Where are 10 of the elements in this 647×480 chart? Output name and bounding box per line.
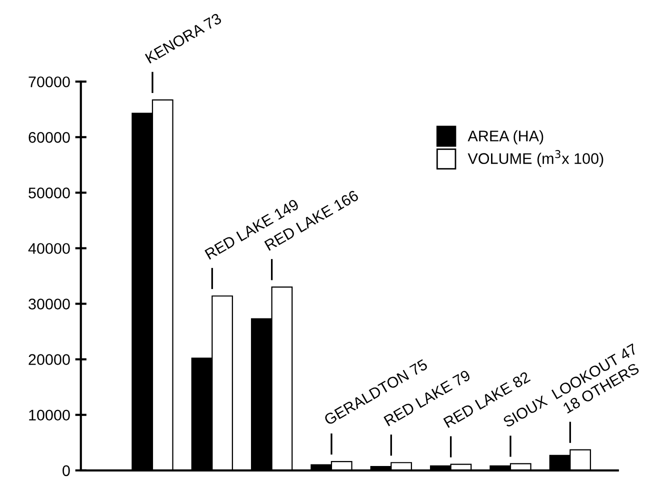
y-tick-label: 30000 xyxy=(28,298,70,310)
y-tick-label: 10000 xyxy=(29,410,70,421)
y-tick-label: 40000 xyxy=(28,243,70,254)
y-tick-label: 50000 xyxy=(28,188,70,198)
y-tick-label: 0 xyxy=(62,465,70,476)
y-tick-label: 20000 xyxy=(28,354,70,365)
y-tick-label: 70000 xyxy=(28,76,70,88)
y-tick-label: 60000 xyxy=(28,132,70,143)
legend-label: AREA (HA) xyxy=(468,130,544,144)
legend-label: VOLUME (m$^{3}$x 100) xyxy=(468,150,604,168)
